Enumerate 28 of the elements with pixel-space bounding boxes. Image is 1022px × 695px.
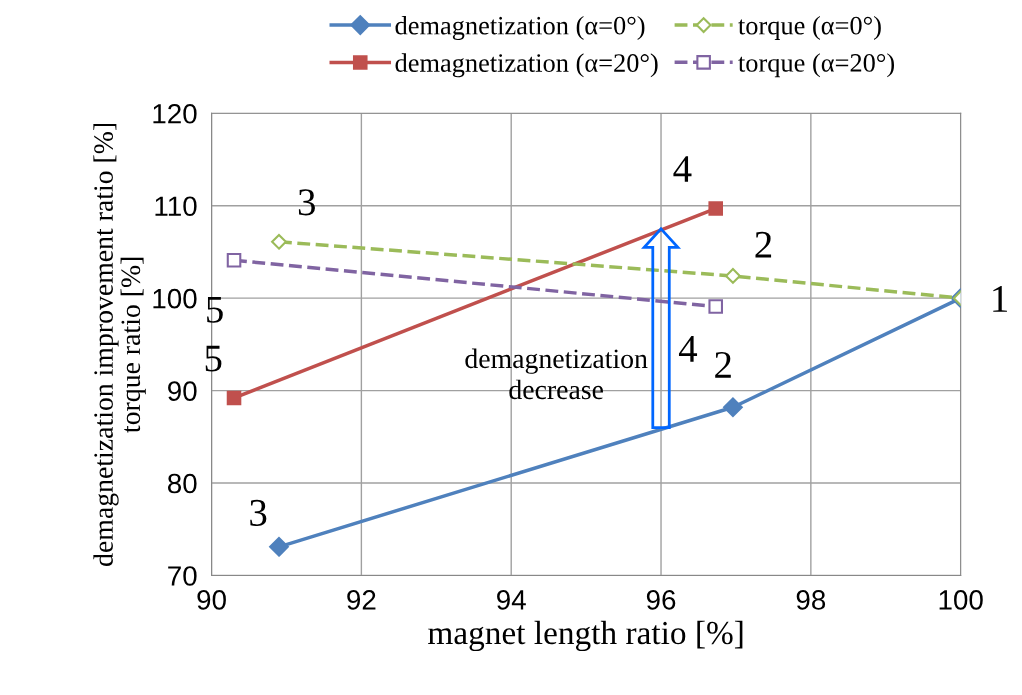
x-tick-label: 96 [646,590,676,610]
annotation: 5 [207,296,223,323]
annotation: 1 [993,286,1007,312]
annotation: 3 [298,189,315,216]
x-tick-label: 94 [497,590,526,610]
x-tick-label: 90 [197,590,226,610]
y-tick-label: 110 [155,196,197,217]
x-tick-label: 92 [347,590,376,610]
x-tick-label: 98 [796,590,826,610]
x-tick-label: 100 [939,590,983,610]
legend-label: torque (α=20°) [738,53,895,78]
x-axis-title: magnet length ratio [%] [428,620,743,652]
legend-label: demagnetization (α=20°) [395,53,658,78]
legend-label: demagnetization (α=0°) [395,15,645,40]
annotation: demagnetization decrease [465,348,648,400]
annotation: 3 [250,499,267,526]
y-tick-label: 100 [153,288,197,309]
y-tick-label: 120 [153,103,197,124]
annotation: 2 [715,351,731,378]
y-axis-title: demagnetization improvement ratio [%] torque ratio [%] [93,123,146,566]
y-tick-label: 70 [168,566,197,586]
y-tick-label: 80 [167,473,197,494]
legend-label: torque (α=0°) [738,15,881,40]
y-tick-label: 90 [168,381,197,401]
annotation: 4 [678,336,698,362]
annotation: 5 [205,345,222,372]
annotation: 2 [755,231,772,258]
annotation: 4 [673,156,692,182]
